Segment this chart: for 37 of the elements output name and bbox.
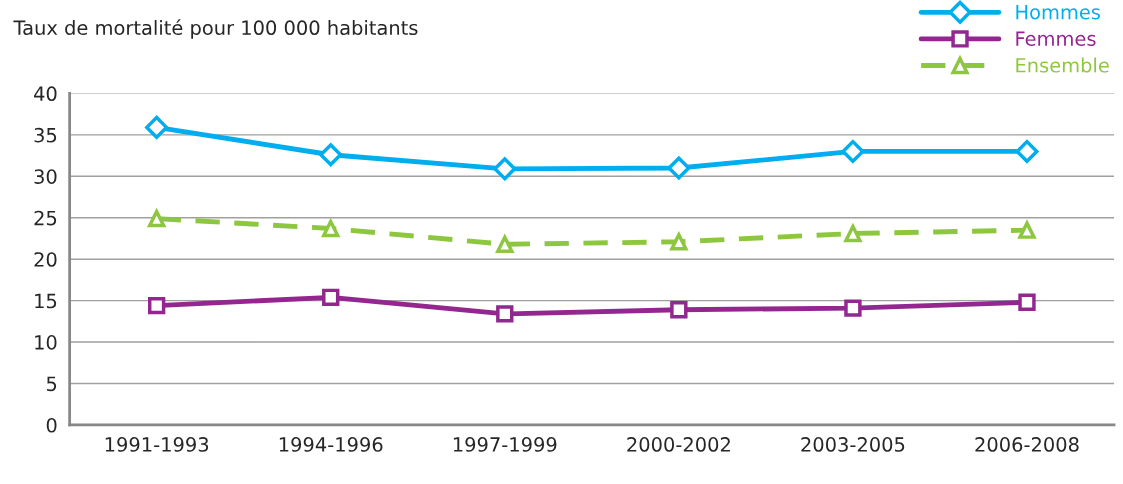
point [667, 156, 691, 180]
point [496, 305, 514, 323]
x-tick-label: 2000-2002 [627, 437, 730, 452]
point [841, 139, 865, 163]
point [670, 233, 688, 251]
point [319, 143, 343, 167]
y-tick-label: 5 [46, 376, 57, 392]
point [493, 157, 517, 181]
y-tick-label: 10 [35, 335, 57, 350]
point [145, 115, 169, 139]
x-tick-label: 2003-2005 [801, 437, 905, 452]
y-tick-label: 0 [46, 417, 57, 433]
point [1015, 139, 1039, 163]
point [495, 233, 515, 253]
legend-label: Femmes [1016, 31, 1096, 47]
x-tick-label: 1997-1999 [453, 437, 557, 452]
y-tick-label: 35 [34, 127, 57, 143]
legend-label: Hommes [1016, 4, 1101, 20]
chart-title: Taux de mortalité pour 100 000 habitants [13, 19, 418, 39]
point [1018, 293, 1036, 311]
point [670, 301, 688, 319]
x-tick-label: 1994-1996 [279, 437, 383, 452]
y-tick-label: 20 [34, 252, 57, 267]
point [322, 219, 340, 238]
point [322, 288, 340, 306]
point [1018, 221, 1036, 239]
point [147, 207, 167, 228]
y-tick-label: 25 [34, 210, 57, 226]
y-tick-label: 40 [34, 86, 57, 102]
x-tick-label: 2006-2008 [975, 437, 1079, 452]
point [843, 222, 863, 243]
legend-label: Ensemble [1016, 57, 1109, 73]
y-tick-label: 15 [35, 293, 57, 309]
point [844, 299, 862, 317]
y-tick-label: 30 [34, 169, 57, 184]
x-tick-label: 1991-1993 [105, 437, 209, 452]
point [147, 296, 166, 315]
